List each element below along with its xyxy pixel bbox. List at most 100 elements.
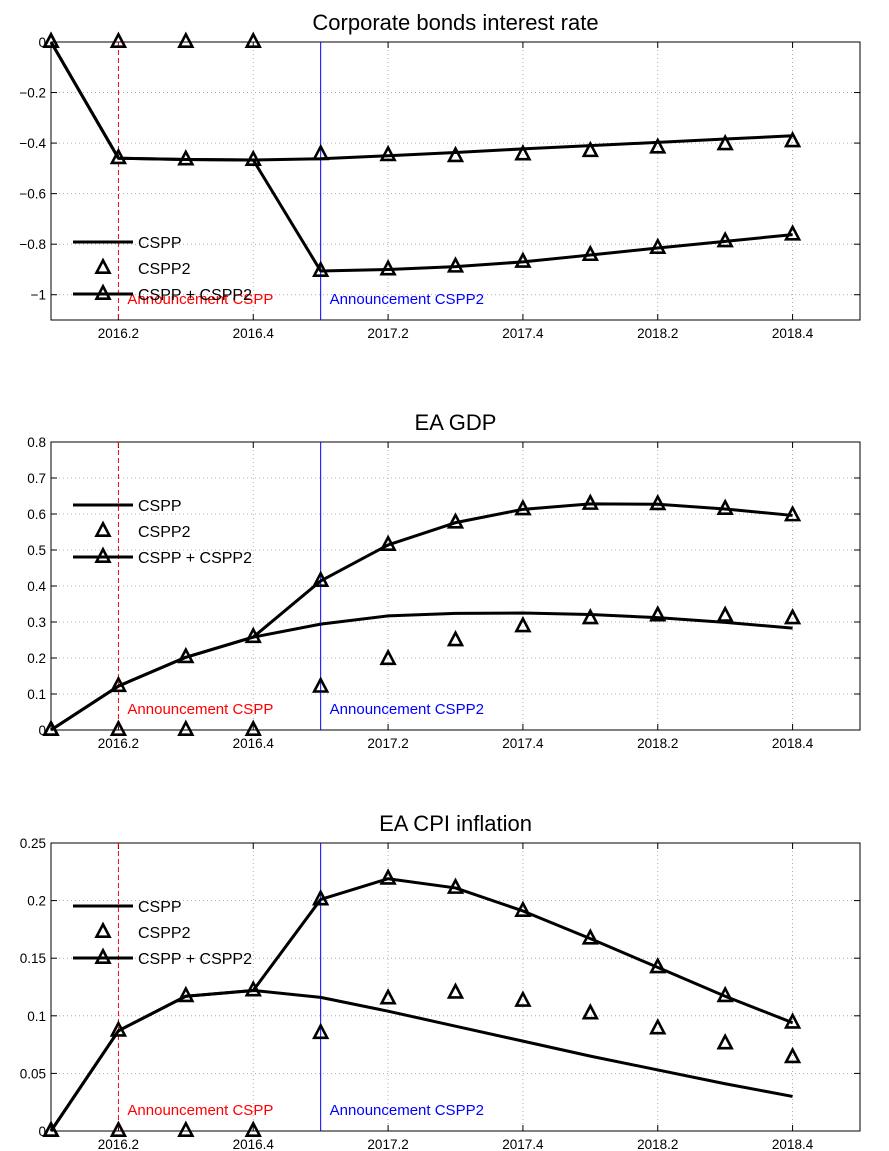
series-marker-3 — [446, 512, 465, 529]
x-tick-label: 2016.2 — [98, 736, 139, 751]
chart-title: EA CPI inflation — [379, 811, 532, 836]
y-tick-label: 0.2 — [27, 651, 46, 666]
series-marker-2 — [109, 719, 128, 736]
legend-marker — [94, 546, 112, 563]
series-marker-3 — [312, 260, 330, 277]
chart-2: EA GDP 2016.2 2016.4 2017.2 2017.4 2018.2 2018… — [27, 410, 861, 751]
series-marker-3 — [581, 244, 599, 262]
y-tick-label: 0 — [38, 35, 46, 50]
series-marker-3 — [649, 956, 667, 974]
series-marker-2 — [783, 1046, 802, 1064]
legend-marker — [94, 921, 112, 938]
legend-label: CSPP + CSPP2 — [138, 550, 252, 567]
legend-label: CSPP + CSPP2 — [138, 287, 252, 304]
series-marker-2 — [446, 145, 465, 163]
y-tick-label: 0 — [38, 723, 46, 738]
series-marker-2 — [109, 31, 128, 48]
y-tick-label: 0.15 — [20, 951, 46, 966]
legend: CSPP CSPP2 CSPP + CSPP2 — [73, 899, 252, 968]
chart-title: EA GDP — [415, 410, 497, 435]
series-marker-3 — [649, 493, 667, 511]
announcement-label: Announcement CSPP — [127, 701, 273, 718]
series-marker-3 — [446, 877, 465, 894]
series-marker-3 — [312, 570, 330, 587]
series-marker-3 — [783, 224, 802, 241]
y-tick-label: −0.6 — [19, 187, 46, 202]
series-marker-3 — [581, 928, 599, 945]
y-tick-label: 0.3 — [27, 615, 46, 630]
announcement-label: Announcement CSPP2 — [330, 291, 484, 308]
y-tick-label: −0.8 — [19, 237, 46, 252]
series-marker-3 — [244, 626, 262, 644]
chart-3: EA CPI inflation 2016.2 2016.4 2017.2 2017.4… — [20, 811, 861, 1151]
plot-frame — [50, 41, 861, 321]
series-marker-3 — [42, 719, 60, 736]
series-marker-2 — [379, 988, 397, 1005]
x-tick-label: 2018.4 — [772, 326, 814, 341]
series-marker-2 — [379, 144, 397, 162]
series-marker-2 — [177, 31, 195, 48]
series-marker-3 — [379, 534, 397, 551]
series-marker-2 — [514, 615, 532, 633]
series-marker-3 — [514, 498, 532, 516]
series-marker-2 — [177, 719, 195, 736]
x-tick-label: 2016.2 — [98, 1137, 139, 1151]
series-marker-2 — [109, 1120, 128, 1137]
x-tick-label: 2016.2 — [98, 326, 139, 341]
announcement-label: Announcement CSPP — [127, 291, 273, 308]
series-line-3 — [49, 877, 794, 1132]
y-tick-label: 0.05 — [20, 1066, 46, 1081]
series-marker-3 — [177, 985, 195, 1003]
series-line-1 — [49, 41, 793, 162]
y-tick-label: 0.2 — [27, 894, 46, 909]
legend-label: CSPP — [138, 498, 182, 515]
series-marker-2 — [312, 1022, 330, 1040]
y-tick-label: 0 — [38, 1124, 46, 1139]
series-marker-2 — [446, 982, 465, 999]
y-tick-label: 0.4 — [27, 579, 46, 594]
series-marker-2 — [244, 31, 262, 48]
y-tick-label: 0.1 — [27, 1009, 46, 1024]
chart-title: Corporate bonds interest rate — [312, 10, 598, 35]
series-marker-3 — [379, 868, 397, 885]
x-tick-label: 2016.4 — [233, 326, 275, 341]
y-tick-label: −0.2 — [19, 86, 46, 101]
x-tick-label: 2018.2 — [637, 326, 678, 341]
series-marker-2 — [716, 605, 734, 622]
y-tick-label: 0.1 — [27, 687, 46, 702]
legend: CSPP CSPP2 CSPP + CSPP2 — [73, 235, 252, 304]
series-marker-3 — [514, 251, 532, 268]
series-marker-3 — [716, 985, 734, 1003]
x-tick-label: 2017.4 — [502, 736, 544, 751]
x-tick-label: 2017.4 — [502, 326, 544, 341]
x-tick-label: 2016.4 — [233, 1137, 275, 1151]
y-tick-label: 0.6 — [27, 507, 46, 522]
series-marker-2 — [783, 130, 802, 148]
y-tick-label: −0.4 — [19, 136, 46, 151]
x-tick-label: 2018.2 — [637, 1137, 678, 1151]
series-line-3 — [50, 502, 793, 732]
legend-label: CSPP + CSPP2 — [138, 951, 252, 968]
plot-frame — [50, 842, 861, 1132]
series-marker-2 — [514, 144, 532, 161]
series-marker-3 — [783, 1012, 802, 1029]
legend: CSPP CSPP2 CSPP + CSPP2 — [73, 498, 252, 567]
series-marker-3 — [177, 646, 195, 664]
legend-label: CSPP2 — [138, 524, 191, 541]
series-marker-3 — [716, 230, 734, 248]
x-tick-label: 2018.4 — [772, 736, 814, 751]
y-tick-label: 0.25 — [20, 836, 46, 851]
series-marker-2 — [312, 676, 330, 693]
x-tick-label: 2018.2 — [637, 736, 678, 751]
series-marker-3 — [312, 888, 330, 906]
announcement-label: Announcement CSPP — [127, 1102, 273, 1119]
series-marker-2 — [649, 605, 667, 622]
x-tick-label: 2017.4 — [502, 1137, 544, 1151]
legend-label: CSPP2 — [138, 261, 191, 278]
legend-marker — [94, 947, 112, 964]
legend-label: CSPP2 — [138, 925, 191, 942]
announcement-label: Announcement CSPP2 — [330, 701, 484, 718]
series-marker-3 — [177, 149, 195, 166]
legend-label: CSPP — [138, 235, 182, 252]
